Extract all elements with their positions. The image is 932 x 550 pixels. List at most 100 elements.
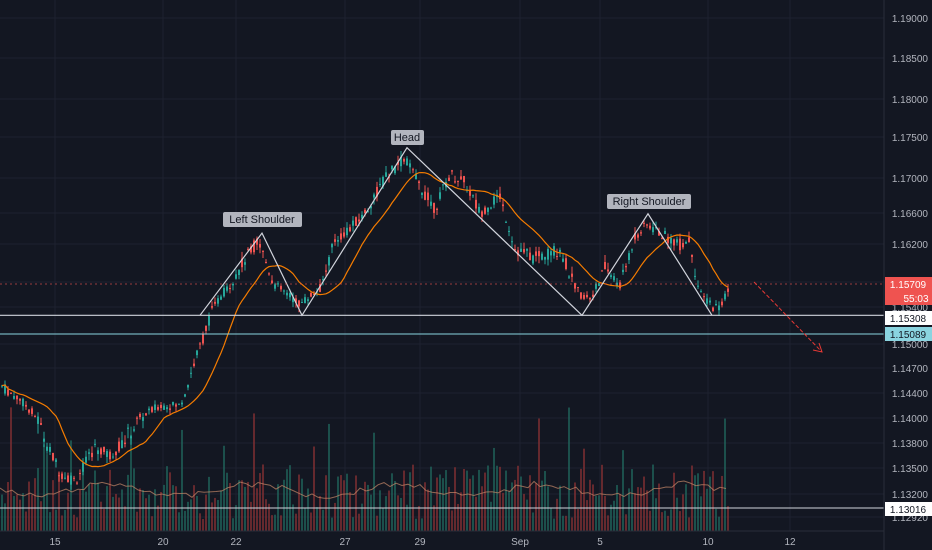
- volume-bar: [145, 498, 147, 531]
- volume-bar: [511, 482, 513, 531]
- time-tick-label: 15: [49, 537, 61, 548]
- candle-body: [277, 283, 279, 285]
- candle-body: [661, 237, 663, 239]
- volume-bar: [622, 450, 624, 531]
- candle-body: [490, 207, 492, 209]
- volume-bar: [310, 512, 312, 531]
- volume-bar: [445, 470, 447, 531]
- candle-body: [718, 305, 720, 311]
- candle-body: [121, 440, 123, 449]
- candle-body: [451, 170, 453, 172]
- volume-bar: [691, 465, 693, 531]
- volume-bar: [442, 478, 444, 531]
- candle-body: [538, 251, 540, 257]
- volume-bar: [700, 496, 702, 531]
- left-shoulder-label: Left Shoulder: [223, 212, 302, 227]
- volume-bar: [427, 489, 429, 531]
- time-tick-label: 5: [597, 537, 603, 548]
- volume-bar: [547, 486, 549, 531]
- candle-body: [535, 251, 537, 256]
- candle-body: [163, 405, 165, 410]
- candle-body: [286, 292, 288, 296]
- volume-bar: [640, 487, 642, 531]
- volume-bar: [349, 492, 351, 531]
- price-tick-label: 1.18500: [892, 54, 929, 65]
- volume-bar: [487, 465, 489, 531]
- candle-body: [34, 416, 36, 418]
- volume-bar: [535, 483, 537, 531]
- candle-body: [697, 285, 699, 287]
- candle-body: [25, 404, 27, 407]
- volume-bar: [574, 482, 576, 531]
- candle-body: [193, 363, 195, 366]
- volume-bar: [520, 476, 522, 531]
- candle-body: [430, 201, 432, 206]
- candle-body: [88, 452, 90, 454]
- last-price-badge: 1.15709: [885, 277, 932, 291]
- volume-bar: [169, 472, 171, 531]
- volume-bar: [130, 426, 132, 531]
- candle-body: [424, 191, 426, 200]
- volume-bar: [16, 494, 18, 531]
- volume-bar: [412, 464, 414, 531]
- volume-bar: [709, 476, 711, 531]
- volume-bar: [262, 464, 264, 531]
- volume-bar: [553, 518, 555, 531]
- candle-body: [7, 389, 9, 396]
- candle-body: [208, 315, 210, 326]
- volume-bar: [358, 513, 360, 531]
- volume-bar: [610, 504, 612, 531]
- candle-body: [298, 300, 300, 307]
- volume-bar: [619, 494, 621, 531]
- volume-bar: [670, 509, 672, 531]
- volume-bar: [346, 473, 348, 531]
- volume-bar: [532, 512, 534, 531]
- volume-bar: [517, 465, 519, 531]
- candle-body: [487, 207, 489, 212]
- candle-body: [457, 180, 459, 182]
- volume-bar: [25, 511, 27, 531]
- volume-bar: [625, 514, 627, 531]
- candle-body: [289, 293, 291, 298]
- candle-body: [475, 199, 477, 209]
- candle-body: [85, 456, 87, 463]
- volume-bar: [655, 498, 657, 531]
- volume-bar: [241, 480, 243, 531]
- volume-bar: [79, 489, 81, 531]
- candle-body: [682, 242, 684, 248]
- volume-bar: [364, 481, 366, 531]
- volume-bar: [148, 494, 150, 531]
- price-tick-label: 1.17500: [892, 133, 929, 144]
- volume-bar: [229, 483, 231, 531]
- volume-bar: [415, 518, 417, 531]
- volume-bar: [238, 480, 240, 531]
- candle-body: [211, 306, 213, 308]
- volume-bar: [463, 468, 465, 531]
- volume-bar: [502, 492, 504, 531]
- candle-body: [136, 417, 138, 419]
- candle-body: [301, 302, 303, 304]
- price-tick-label: 1.13500: [892, 464, 929, 475]
- candle-body: [583, 295, 585, 299]
- candle-body: [610, 275, 612, 278]
- volume-bar: [568, 407, 570, 531]
- volume-bar: [490, 501, 492, 531]
- volume-bar: [679, 511, 681, 531]
- candle-body: [343, 232, 345, 237]
- projection-line: [753, 281, 823, 353]
- candle-body: [37, 416, 39, 424]
- candle-body: [382, 176, 384, 187]
- candle-body: [310, 292, 312, 297]
- candle-body: [166, 407, 168, 410]
- candle-body: [406, 158, 408, 166]
- candle-body: [175, 404, 177, 407]
- candle-body: [643, 222, 645, 224]
- bottom-level-text: 1.13016: [890, 505, 927, 516]
- volume-bar: [220, 490, 222, 531]
- candle-body: [691, 254, 693, 257]
- candle-body: [91, 452, 93, 458]
- candle-body: [526, 248, 528, 251]
- candle-body: [226, 286, 228, 291]
